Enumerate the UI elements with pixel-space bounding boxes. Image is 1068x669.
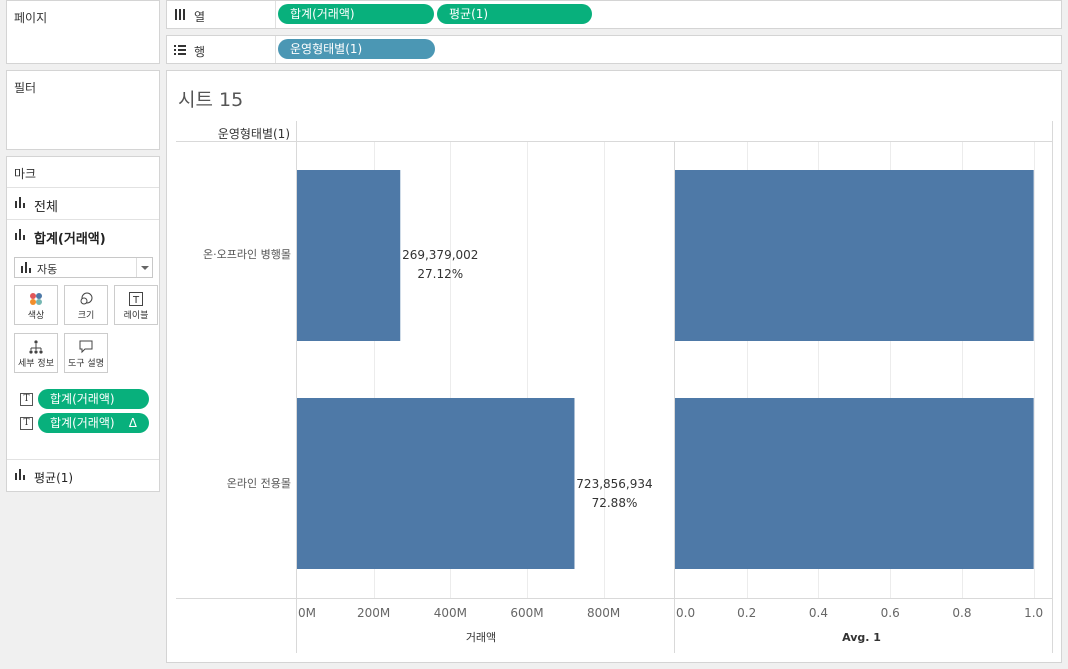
bar-chart-icon	[14, 229, 26, 241]
tooltip-button[interactable]: 도구 설명	[64, 333, 108, 373]
rows-icon	[174, 44, 186, 55]
pill-label: 합계(거래액)	[290, 7, 355, 21]
bar-chart-icon	[14, 469, 26, 481]
pill-label: 평균(1)	[449, 7, 489, 21]
color-button[interactable]: 색상	[14, 285, 58, 325]
marks-text-pill-label: 합계(거래액)	[50, 416, 115, 430]
columns-shelf[interactable]: 열 합계(거래액) 평균(1)	[166, 0, 1062, 29]
rows-shelf[interactable]: 행 운영형태별(1)	[166, 35, 1062, 64]
delta-icon: Δ	[128, 416, 137, 430]
row-header-label[interactable]: 운영형태별(1)	[217, 127, 290, 141]
bar-chart-icon	[14, 197, 26, 209]
size-button[interactable]: 크기	[64, 285, 108, 325]
pill-label: 운영형태별(1)	[290, 42, 363, 56]
marks-card: 마크 전체 합계(거래액) 자동 색상 크기 T 레이블	[6, 156, 160, 492]
columns-shelf-label: 열	[194, 10, 206, 24]
rows-pill-operation-type[interactable]: 운영형태별(1)	[278, 39, 435, 59]
marks-text-pill-label: 합계(거래액)	[50, 392, 115, 406]
marks-text-pill-sum-delta[interactable]: 합계(거래액) Δ	[38, 413, 149, 433]
columns-icon	[174, 9, 186, 20]
size-button-label: 크기	[77, 311, 95, 321]
pages-card[interactable]: 페이지	[6, 0, 160, 64]
label-button-label: 레이블	[123, 311, 149, 321]
columns-pill-sum[interactable]: 합계(거래액)	[278, 4, 434, 24]
marks-avg-row[interactable]: 평균(1)	[7, 459, 159, 491]
pages-card-title: 페이지	[14, 11, 48, 25]
detail-button[interactable]: 세부 정보	[14, 333, 58, 373]
label-button[interactable]: T 레이블	[114, 285, 158, 325]
mark-type-label: 자동	[37, 263, 58, 276]
marks-sum-label: 합계(거래액)	[34, 232, 106, 247]
sheet-view: 시트 15 운영형태별(1)	[166, 70, 1062, 663]
marks-card-title: 마크	[14, 167, 37, 181]
marks-text-pill-sum[interactable]: 합계(거래액)	[38, 389, 149, 409]
rows-shelf-label: 행	[194, 45, 206, 59]
color-icon	[29, 292, 43, 306]
detail-icon	[29, 340, 43, 354]
chevron-down-icon	[136, 258, 152, 277]
marks-all-label: 전체	[34, 200, 58, 215]
sheet-title: 시트 15	[178, 89, 244, 111]
detail-button-label: 세부 정보	[18, 359, 54, 369]
text-label-icon: T	[129, 292, 143, 306]
tooltip-icon	[79, 340, 93, 354]
tooltip-button-label: 도구 설명	[68, 359, 104, 369]
svg-text:T: T	[132, 295, 140, 306]
marks-avg-label: 평균(1)	[34, 471, 74, 485]
text-label-icon: T	[20, 393, 33, 406]
filters-card-title: 필터	[14, 81, 37, 95]
marks-all-row[interactable]: 전체	[7, 187, 159, 219]
filters-card[interactable]: 필터	[6, 70, 160, 150]
columns-pill-avg[interactable]: 평균(1)	[437, 4, 592, 24]
bar-chart-icon	[20, 262, 32, 274]
text-label-icon: T	[20, 417, 33, 430]
marks-sum-row[interactable]: 합계(거래액)	[7, 219, 159, 251]
color-button-label: 색상	[27, 311, 45, 321]
size-icon	[79, 292, 93, 306]
mark-type-dropdown[interactable]: 자동	[14, 257, 153, 278]
